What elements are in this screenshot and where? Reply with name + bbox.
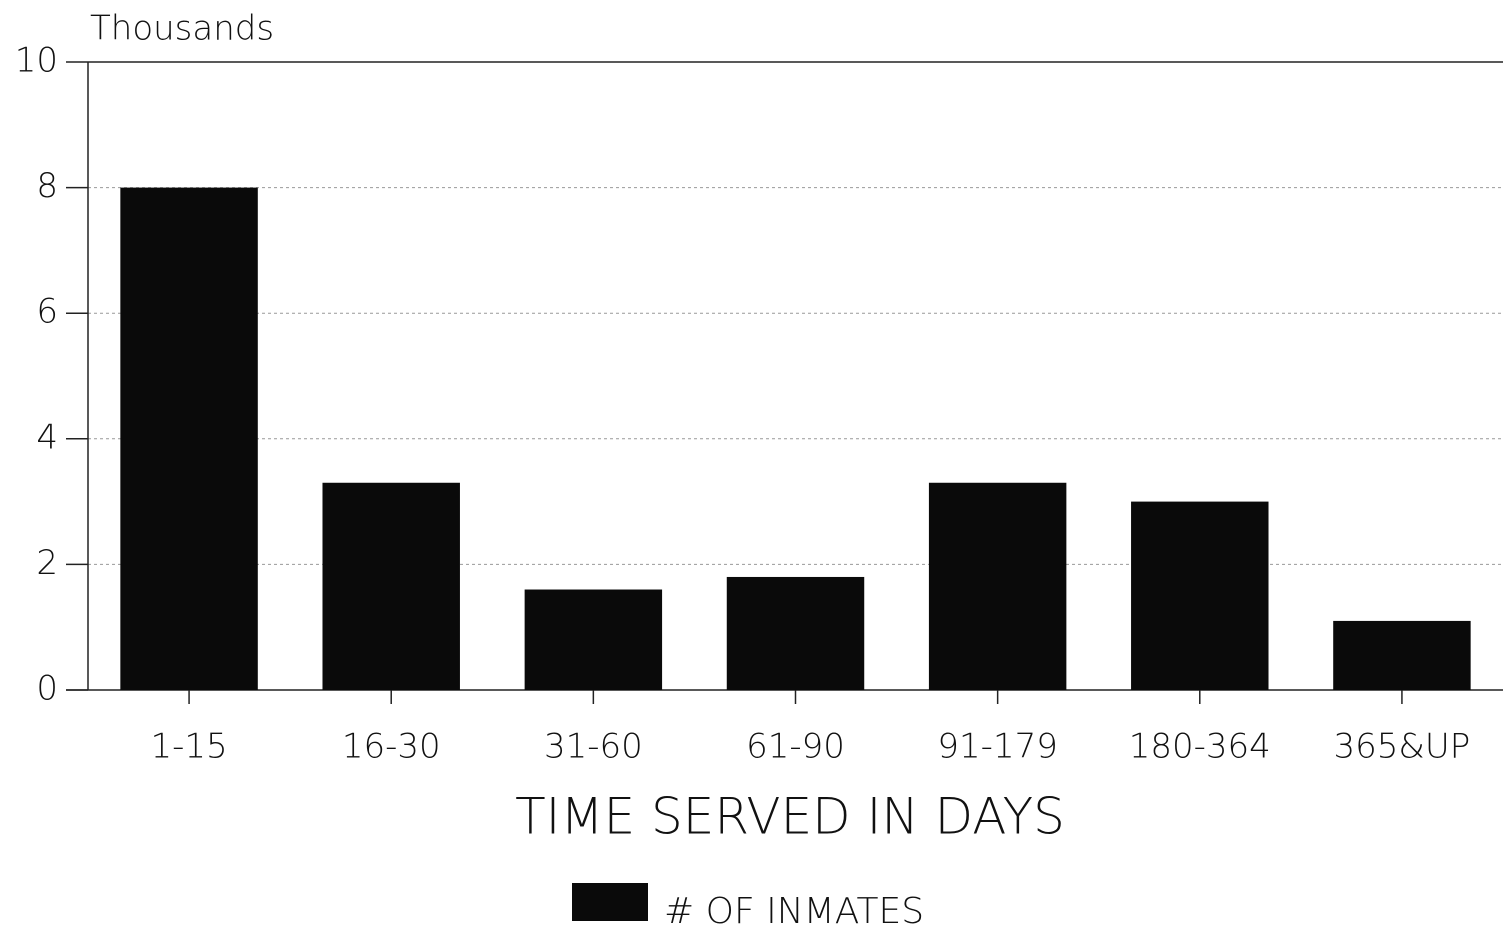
legend-swatch — [572, 883, 648, 921]
bar — [524, 589, 663, 690]
y-tick-label: 6 — [36, 292, 58, 332]
y-tick-label: 4 — [36, 417, 58, 457]
x-tick-label: 61-90 — [746, 727, 845, 767]
x-tick-label: 31-60 — [544, 727, 643, 767]
x-tick-label: 91-179 — [937, 727, 1057, 767]
bar — [726, 576, 865, 690]
y-tick-label: 0 — [36, 669, 58, 709]
bar — [1333, 620, 1471, 690]
bar — [1131, 501, 1269, 690]
legend-label: # OF INMATES — [664, 891, 924, 931]
y-tick-label: 10 — [15, 41, 58, 81]
y-tick-label: 2 — [36, 543, 58, 583]
x-tick-label: 1-15 — [150, 727, 227, 767]
x-axis-label: TIME SERVED IN DAYS — [515, 788, 1065, 846]
bar — [322, 482, 460, 690]
x-tick-label: 180-364 — [1129, 727, 1271, 767]
x-tick-label: 16-30 — [342, 727, 441, 767]
bar — [120, 187, 258, 690]
y-axis-label: Thousands — [90, 9, 274, 49]
y-tick-label: 8 — [36, 166, 58, 206]
bar — [928, 482, 1067, 690]
x-tick-label: 365&UP — [1334, 727, 1471, 767]
